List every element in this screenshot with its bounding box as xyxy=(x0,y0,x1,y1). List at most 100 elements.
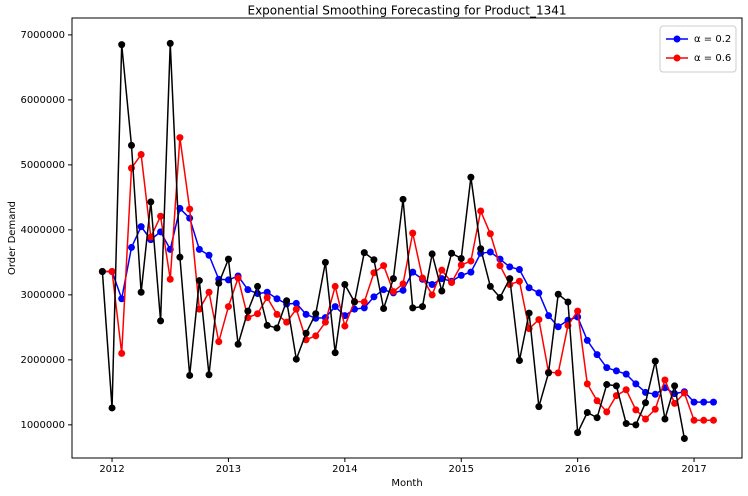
data-point xyxy=(486,282,494,290)
legend-box xyxy=(659,25,737,73)
data-point xyxy=(593,397,601,405)
data-point xyxy=(515,266,523,274)
data-point xyxy=(477,207,485,215)
data-point xyxy=(331,349,339,357)
chart-title: Exponential Smoothing Forecasting for Pr… xyxy=(247,4,566,18)
data-point xyxy=(283,297,291,305)
data-point xyxy=(331,282,339,290)
data-point xyxy=(545,369,553,377)
data-point xyxy=(457,254,465,262)
data-point xyxy=(632,421,640,429)
data-point xyxy=(574,429,582,437)
y-tick-label: 7000000 xyxy=(20,30,65,41)
data-point xyxy=(302,329,310,337)
data-point xyxy=(496,262,504,270)
data-point xyxy=(612,367,620,375)
data-point xyxy=(515,277,523,285)
y-tick-label: 2000000 xyxy=(20,355,65,366)
data-point xyxy=(215,338,223,346)
data-point xyxy=(108,404,116,412)
data-point xyxy=(137,288,145,296)
data-point xyxy=(273,295,281,303)
data-point xyxy=(671,382,679,390)
data-point xyxy=(651,390,659,398)
data-point xyxy=(137,150,145,158)
data-point xyxy=(244,286,252,294)
data-point xyxy=(127,141,135,149)
data-point xyxy=(545,312,553,320)
data-point xyxy=(224,255,232,263)
data-point xyxy=(671,399,679,407)
data-point xyxy=(283,318,291,326)
data-point xyxy=(515,357,523,365)
data-point xyxy=(622,420,630,428)
x-tick-label: 2014 xyxy=(332,464,357,475)
data-point xyxy=(195,245,203,253)
data-point xyxy=(147,233,155,241)
data-point xyxy=(632,380,640,388)
plot-frame xyxy=(71,17,743,459)
data-point xyxy=(564,298,572,306)
data-point xyxy=(593,351,601,359)
data-point xyxy=(535,289,543,297)
data-point xyxy=(418,303,426,311)
data-point xyxy=(166,275,174,283)
data-point xyxy=(438,275,446,283)
x-tick-label: 2012 xyxy=(99,464,124,475)
data-point xyxy=(263,321,271,329)
y-tick-label: 4000000 xyxy=(20,225,65,236)
data-point xyxy=(273,310,281,318)
data-point xyxy=(583,336,591,344)
data-point xyxy=(525,309,533,317)
data-point xyxy=(176,134,184,142)
y-tick-label: 3000000 xyxy=(20,290,65,301)
data-point xyxy=(370,256,378,264)
x-tick-label: 2015 xyxy=(449,464,474,475)
data-point xyxy=(418,274,426,282)
data-point xyxy=(554,323,562,331)
data-point xyxy=(661,415,669,423)
data-point xyxy=(351,298,359,306)
data-point xyxy=(651,357,659,365)
data-point xyxy=(137,223,145,231)
data-point xyxy=(224,303,232,311)
data-point xyxy=(506,263,514,271)
data-point xyxy=(244,307,252,315)
data-point xyxy=(642,415,650,423)
data-point xyxy=(583,380,591,388)
data-point xyxy=(554,369,562,377)
data-point xyxy=(622,386,630,394)
data-point xyxy=(157,212,165,220)
data-point xyxy=(457,261,465,269)
data-point xyxy=(118,295,126,303)
data-point xyxy=(467,173,475,181)
data-point xyxy=(486,230,494,238)
data-point xyxy=(370,293,378,301)
data-point xyxy=(389,275,397,283)
data-point xyxy=(709,416,717,424)
data-point xyxy=(380,262,388,270)
data-point xyxy=(157,317,165,325)
data-point xyxy=(234,340,242,348)
data-point xyxy=(360,249,368,257)
data-point xyxy=(166,39,174,47)
data-point xyxy=(438,266,446,274)
data-point xyxy=(428,280,436,288)
data-point xyxy=(118,349,126,357)
data-point xyxy=(574,307,582,315)
data-point xyxy=(477,245,485,253)
data-point xyxy=(612,382,620,390)
legend-label: α = 0.2 xyxy=(694,34,731,45)
data-point xyxy=(632,406,640,414)
data-point xyxy=(292,299,300,307)
data-point xyxy=(176,253,184,261)
data-point xyxy=(448,279,456,287)
data-point xyxy=(321,318,329,326)
data-point xyxy=(661,376,669,384)
x-tick-label: 2016 xyxy=(565,464,590,475)
data-point xyxy=(603,381,611,389)
data-point xyxy=(341,322,349,330)
data-point xyxy=(554,290,562,298)
legend: α = 0.2 α = 0.6 xyxy=(659,25,737,73)
data-point xyxy=(360,304,368,312)
